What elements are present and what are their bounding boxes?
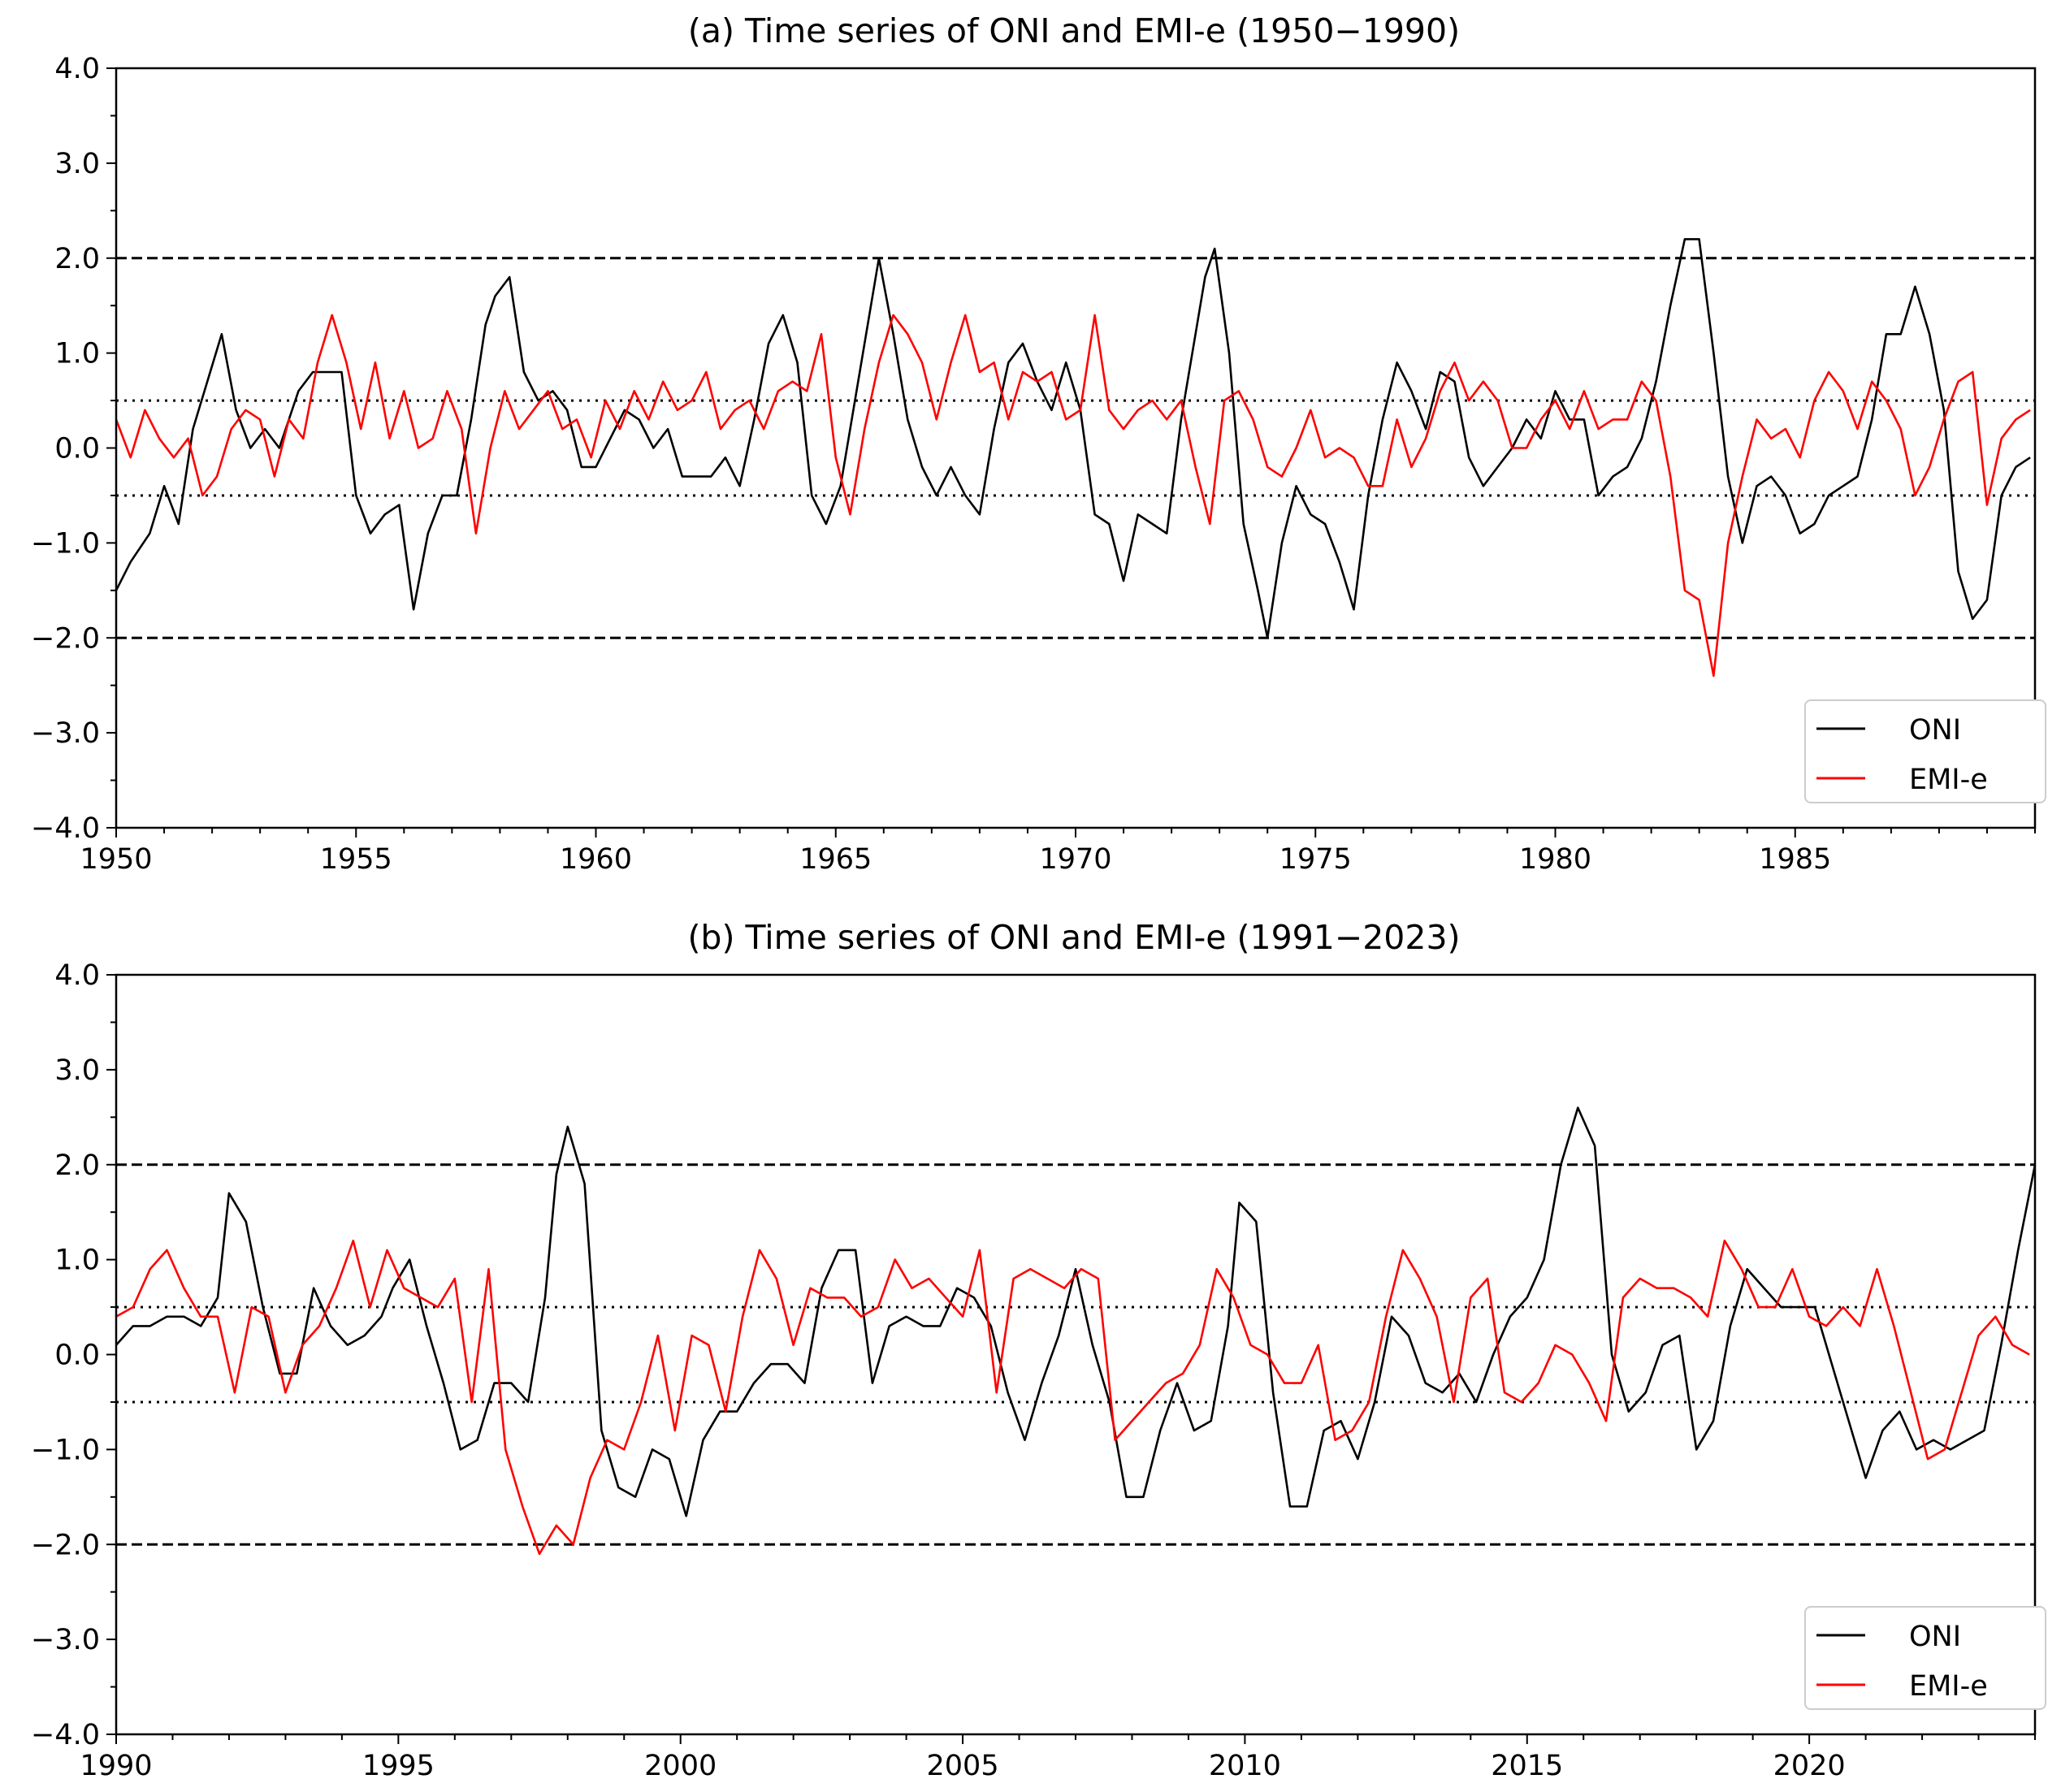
panel-a-y-tick-label: 4.0 (54, 53, 100, 85)
panel-a-y-tick-label: 1.0 (54, 338, 100, 370)
panel-a-plot: −4.0 −3.0 −2.0 −1.0 0.0 1.0 2.0 3.0 4.0 1950 1955 1… (31, 53, 2037, 876)
panel-a-x-tick-label: 1985 (1759, 843, 1831, 876)
panel-a-y-tick-label: −1.0 (31, 527, 100, 560)
panel-a-y-tick-label: 3.0 (54, 148, 100, 180)
panel-a-x-tick-label: 1980 (1519, 843, 1591, 876)
panel-a-y-tick-label: 0.0 (54, 433, 100, 465)
panel-a-y-tick-label: −3.0 (31, 717, 100, 750)
panel-b-y-tick-label: −3.0 (31, 1624, 100, 1656)
panel-b-x-tick-label: 2015 (1491, 1750, 1563, 1782)
panel-b-legend-oni-label: ONI (1909, 1621, 1961, 1653)
panel-a-x-tick-label: 1955 (320, 843, 392, 876)
panel-b-y-tick-label: 2.0 (54, 1149, 100, 1182)
panel-a-x-tick-label: 1950 (80, 843, 152, 876)
panel-a-y-tick-label: 2.0 (54, 243, 100, 275)
panel-b-legend-emi-label: EMI-e (1909, 1670, 1988, 1703)
panel-b-x-tick-label: 2020 (1773, 1750, 1846, 1782)
panel-a-x-tick-label: 1970 (1039, 843, 1111, 876)
panel-b-x-tick-label: 1990 (80, 1750, 152, 1782)
panel-b-y-tick-label: −1.0 (31, 1434, 100, 1466)
panel-b-x-tick-label: 1995 (362, 1750, 435, 1782)
panel-b-title: (b) Time series of ONI and EMI-e (1991−2… (687, 918, 1460, 957)
panel-a-x-tick-label: 1975 (1279, 843, 1352, 876)
panel-b-axes-frame (115, 973, 2037, 1736)
panel-b-y-tick-label: 0.0 (54, 1340, 100, 1372)
panel-b-y-tick-label: 1.0 (54, 1244, 100, 1277)
panel-b-y-tick-label: −2.0 (31, 1529, 100, 1561)
panel-b-y-tick-label: 4.0 (54, 959, 100, 992)
panel-b-series-oni (115, 1106, 2037, 1517)
panel-a-series-emi-e (115, 314, 2031, 677)
panel-b-x-tick-label: 2000 (644, 1750, 717, 1782)
panel-b-x-tick-label: 2010 (1209, 1750, 1281, 1782)
panel-b-y-tick-label: −4.0 (31, 1719, 100, 1751)
panel-a-y-tick-label: −2.0 (31, 622, 100, 655)
panel-a: (a) Time series of ONI and EMI-e (1950−1… (31, 11, 2046, 876)
panel-a-x-tick-label: 1960 (560, 843, 632, 876)
panel-b-plot: −4.0 −3.0 −2.0 −1.0 0.0 1.0 2.0 3.0 4.0 1990 1995 2… (31, 959, 2037, 1782)
panel-b-y-tick-label: 3.0 (54, 1054, 100, 1087)
panel-a-title: (a) Time series of ONI and EMI-e (1950−1… (688, 11, 1460, 50)
panel-a-legend-oni-label: ONI (1909, 714, 1961, 747)
panel-b-series-emi-e (115, 1240, 2030, 1556)
panel-a-x-tick-label: 1965 (799, 843, 872, 876)
panel-b-x-tick-label: 2005 (927, 1750, 999, 1782)
panel-b: (b) Time series of ONI and EMI-e (1991−2… (31, 918, 2046, 1782)
panel-a-axes-frame (115, 67, 2037, 829)
panel-a-legend-emi-label: EMI-e (1909, 764, 1988, 796)
panel-a-y-tick-label: −4.0 (31, 812, 100, 845)
